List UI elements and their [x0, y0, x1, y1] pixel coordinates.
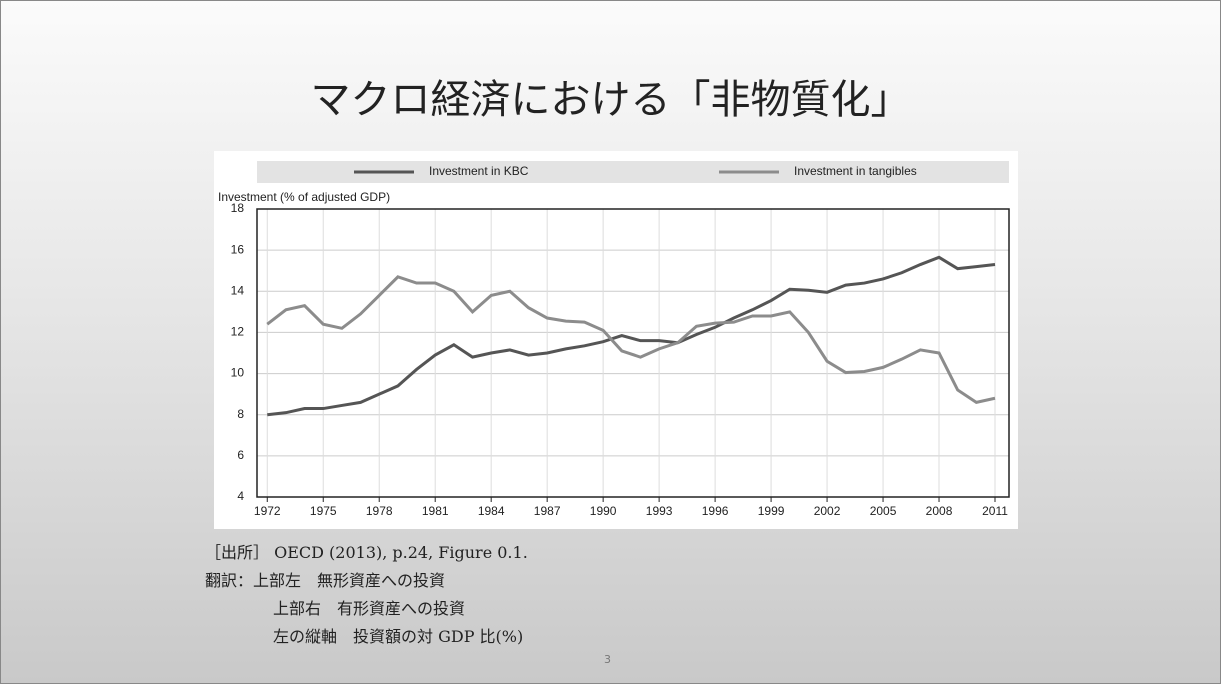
y-axis-label: Investment (% of adjusted GDP)	[218, 190, 390, 204]
x-tick-label: 1996	[702, 504, 729, 518]
series-line	[266, 275, 996, 404]
x-tick-label: 1987	[534, 504, 561, 518]
x-tick-label: 1978	[366, 504, 393, 518]
y-tick-label: 12	[231, 325, 245, 339]
note: 上部右 有形資産への投資	[273, 599, 466, 618]
chart: Investment (% of adjusted GDP) 4 6 8 10 12 14…	[214, 151, 1018, 529]
y-tick-label: 4	[237, 489, 244, 503]
chart-bg	[214, 151, 1018, 529]
x-tick-label: 2005	[870, 504, 897, 518]
x-tick-label: 1984	[478, 504, 505, 518]
x-tick-label: 1999	[758, 504, 785, 518]
plot-frame	[256, 208, 1010, 498]
y-tick-label: 16	[231, 242, 245, 256]
y-tick-label: 8	[237, 407, 244, 421]
note: 翻訳：上部左 無形資産への投資	[205, 571, 446, 590]
source: ［出所］ OECD (2013), p.24, Figure 0.1.	[205, 543, 528, 562]
x-tick-label: 2002	[814, 504, 841, 518]
x-tick-label: 1975	[310, 504, 337, 518]
page-number: 3	[604, 653, 611, 666]
x-tick-label: 2008	[926, 504, 953, 518]
legend-bar	[257, 161, 1009, 183]
y-tick-label: 18	[231, 201, 245, 215]
series-line	[267, 255, 996, 417]
legend-label: Investment in KBC	[429, 164, 529, 178]
legend-label: Investment in tangibles	[794, 164, 917, 178]
x-tick-label: 1981	[422, 504, 449, 518]
x-tick-label: 1972	[254, 504, 281, 518]
y-tick-label: 6	[237, 448, 244, 462]
y-tick-label: 10	[231, 366, 245, 380]
x-tick-label: 1993	[646, 504, 673, 518]
note: 左の縦軸 投資額の対 GDP 比(%)	[273, 627, 524, 646]
x-tick-label: 1990	[590, 504, 617, 518]
slide-title: マクロ経済における「非物質化」	[310, 77, 911, 123]
y-tick-label: 14	[231, 283, 245, 297]
x-tick-label: 2011	[982, 504, 1008, 518]
